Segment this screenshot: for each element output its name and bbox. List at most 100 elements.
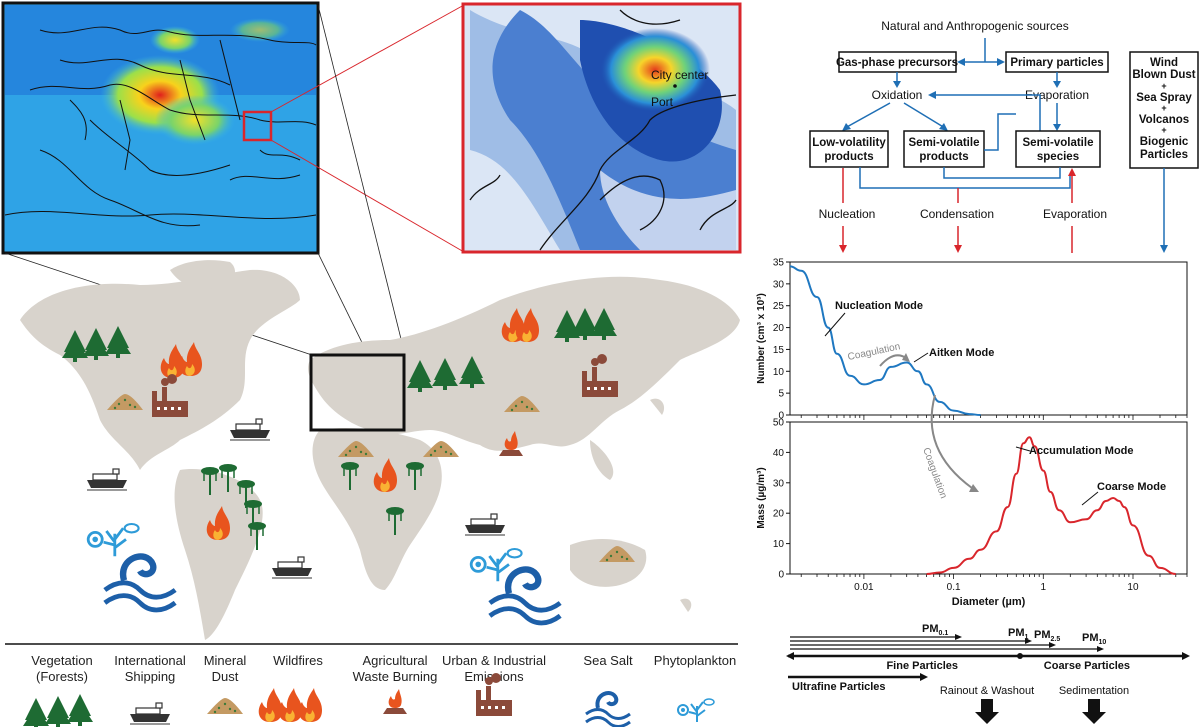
pm25-label: PM — [1034, 629, 1051, 641]
y-axis-label: Number (cm³ x 10³) — [756, 293, 767, 384]
nucleation-label: Nucleation — [819, 207, 876, 221]
x-axis-label: Diameter (µm) — [952, 596, 1026, 608]
city-center-marker — [673, 84, 677, 88]
legend-label-5: Urban & Industrial — [442, 653, 546, 668]
y-tick-label: 20 — [773, 323, 785, 334]
y-tick-label: 0 — [778, 411, 784, 422]
legend: Vegetation(Forests) InternationalShipping… — [23, 653, 736, 727]
chart-frame — [789, 421, 1188, 575]
pm1-subscript: 1 — [1025, 634, 1029, 641]
natural-sources-line-4: Volcanos — [1139, 114, 1189, 126]
city-center-label: City center — [651, 68, 708, 82]
ship-icon — [129, 702, 171, 725]
natural-sources-plus-3: + — [1161, 125, 1166, 135]
svg-text:PM0.1: PM0.1 — [922, 623, 948, 637]
port-label: Port — [651, 95, 674, 109]
natural-sources-plus-2: + — [1161, 103, 1166, 113]
series-line-0 — [926, 436, 1176, 575]
y-tick-label: 10 — [773, 367, 785, 378]
coastline — [469, 9, 737, 251]
y-tick-label: 40 — [773, 448, 785, 459]
primary-particles-label: Primary particles — [1010, 57, 1103, 69]
zoom-connector-bottom — [270, 139, 465, 253]
x-tick-label: 0.1 — [947, 582, 961, 593]
sources-label: Natural and Anthropogenic sources — [881, 19, 1068, 33]
ultrafine-particles-label: Ultrafine Particles — [792, 681, 886, 693]
svg-text:PM2.5: PM2.5 — [1034, 629, 1060, 643]
sedimentation-arrow-icon — [1082, 699, 1106, 724]
aitken-mode-label: Aitken Mode — [929, 347, 994, 359]
burning-pile-icon — [383, 689, 407, 714]
legend-label-2: Mineral — [204, 653, 247, 668]
coagulation-label-1: Coagulation — [847, 341, 901, 363]
nucleation-mode-pointer — [824, 312, 846, 337]
natural-sources-plus-1: + — [1161, 81, 1166, 91]
europe-connector-right — [317, 4, 406, 356]
europe-map-panel — [1, 1, 320, 255]
oxidation-label: Oxidation — [872, 88, 923, 102]
x-tick-label: 0.01 — [854, 582, 874, 593]
tree-icon — [23, 694, 93, 727]
y-tick-label: 30 — [773, 279, 785, 290]
natural-sources-line-1: Wind — [1150, 57, 1178, 69]
evaporation-mid-label: Evaporation — [1025, 88, 1089, 102]
coarse-mode-label: Coarse Mode — [1097, 481, 1166, 493]
nucleation-arrow — [839, 245, 847, 253]
aitken-mode-pointer — [913, 352, 929, 363]
zoom-connector-top — [270, 4, 465, 113]
natural-sources-line-5: Biogenic — [1140, 136, 1189, 148]
legend-label-1: International — [114, 653, 186, 668]
natural-sources-line-3: Sea Spray — [1136, 92, 1192, 104]
pm01-subscript: 0.1 — [939, 630, 949, 637]
natural-sources-line-2: Blown Dust — [1132, 69, 1195, 81]
zoom-box — [242, 110, 273, 142]
wave-icon — [584, 691, 632, 727]
semi-volatile-species-label-2: species — [1037, 151, 1079, 163]
legend-label-6: Sea Salt — [583, 653, 633, 668]
semi-volatile-species-label-1: Semi-volatile — [1023, 137, 1094, 149]
y-tick-label: 35 — [773, 258, 785, 269]
sedimentation-label: Sedimentation — [1059, 685, 1129, 697]
legend-sublabel-2: Dust — [212, 669, 239, 684]
y-tick-label: 25 — [773, 301, 785, 312]
europe-locator-box — [309, 353, 406, 432]
number-distribution-chart: 0 5 10 15 20 25 30 35 Number (cm³ x 10³) Nucleati… — [756, 258, 1188, 422]
legend-label-3: Wildfires — [273, 653, 323, 668]
condensation-label: Condensation — [920, 207, 994, 221]
semi-volatile-products-label-2: products — [919, 151, 968, 163]
low-volatility-box — [809, 130, 889, 168]
pm25-subscript: 2.5 — [1051, 636, 1061, 643]
natural-sources-line-6: Particles — [1140, 149, 1188, 161]
evaporation-bottom-label: Evaporation — [1043, 207, 1107, 221]
fine-coarse-divider — [1017, 653, 1023, 659]
fire-icon — [258, 688, 322, 722]
x-tick-label: 1 — [1041, 582, 1047, 593]
coarse-mode-pointer — [1081, 491, 1099, 506]
chart-frame — [789, 261, 1188, 416]
legend-label-4: Agricultural — [362, 653, 427, 668]
world-map — [20, 260, 740, 640]
pm10-label: PM — [1082, 632, 1099, 644]
series-line-0 — [789, 265, 981, 416]
y-tick-label: 50 — [773, 418, 785, 429]
legend-sublabel-0: (Forests) — [36, 669, 88, 684]
coagulation-label-2: Coagulation — [920, 446, 949, 500]
semi-volatile-products-label-1: Semi-volatile — [909, 137, 980, 149]
process-flow-diagram: Natural and Anthropogenic sources Gas-ph… — [809, 19, 1199, 253]
y-tick-label: 20 — [773, 509, 785, 520]
plankton-icon — [677, 698, 715, 723]
low-volatility-label-1: Low-volatility — [812, 137, 886, 149]
coarse-particles-label: Coarse Particles — [1044, 660, 1130, 672]
legend-sublabel-4: Waste Burning — [353, 669, 438, 684]
y-tick-label: 10 — [773, 539, 785, 550]
dust-icon — [207, 698, 243, 714]
coagulation-arrow-1 — [879, 354, 907, 367]
fine-particles-label: Fine Particles — [886, 660, 958, 672]
coagulation-arrowhead-1 — [902, 353, 910, 362]
pm-size-scale: PM0.1 PM1 PM2.5 PM10 Fine Particles Coar… — [786, 623, 1190, 724]
svg-text:PM1: PM1 — [1008, 627, 1029, 641]
city-inset-panel: City center Port — [461, 2, 742, 254]
legend-label-7: Phytoplankton — [654, 653, 736, 668]
nucleation-mode-label: Nucleation Mode — [835, 300, 923, 312]
semi-volatile-species-box — [1015, 130, 1101, 168]
